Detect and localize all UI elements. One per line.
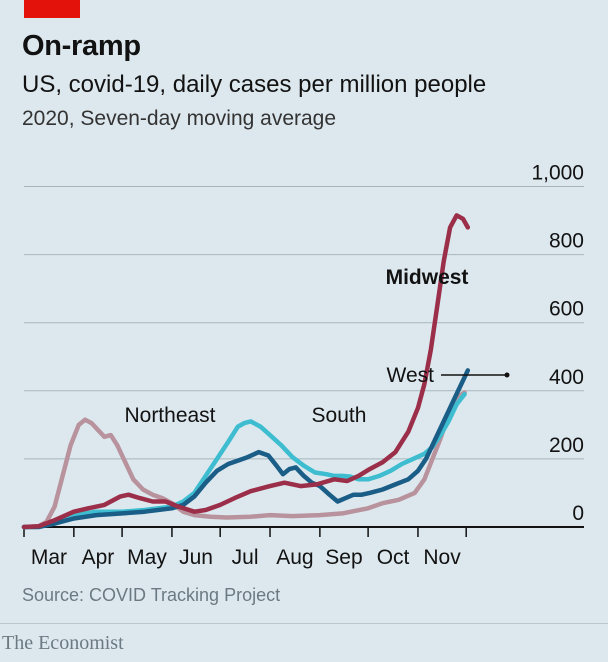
source-note: Source: COVID Tracking Project [22,585,281,605]
brand-logo-text: The Economist [2,632,124,654]
chart-title: On-ramp [22,30,141,62]
chart-subtitle: US, covid-19, daily cases per million pe… [22,71,487,98]
y-tick-label: 200 [549,434,584,457]
x-tick-label: Oct [377,546,410,569]
brand-red-tag [24,0,80,18]
x-tick-label: Jun [179,546,213,569]
x-axis: Mar Apr May Jun Jul Aug Sep Oct Nov [23,526,584,569]
gridlines [24,186,584,460]
series-lines [21,213,471,530]
y-tick-label: 600 [549,298,584,321]
x-tick-label: Nov [423,546,461,569]
y-tick-label: 0 [572,502,584,525]
footer-divider [0,623,608,624]
y-tick-label: 1,000 [531,162,584,185]
x-tick-label: Aug [276,546,313,569]
x-tick-label: Mar [31,546,67,569]
line-chart: 0 200 400 600 800 1,000 Mar Apr May Jun Jul Aug Sep… [21,162,584,569]
x-tick-label: Sep [325,546,362,569]
series-labels: Northeast South Midwest West [124,266,510,427]
label-northeast: Northeast [124,404,215,427]
west-leader-dot [504,372,510,378]
chart-subsubtitle: 2020, Seven-day moving average [22,107,337,130]
y-tick-label: 800 [549,230,584,253]
y-tick-labels: 0 200 400 600 800 1,000 [531,162,584,526]
x-tick-label: Apr [82,546,115,569]
label-midwest: Midwest [386,266,469,289]
x-tick-label: May [127,546,167,569]
y-tick-label: 400 [549,366,584,389]
series-line-midwest [21,213,471,530]
label-west: West [387,364,435,387]
x-tick-label: Jul [232,546,259,569]
series-line-west [21,368,471,530]
label-south: South [312,404,367,427]
